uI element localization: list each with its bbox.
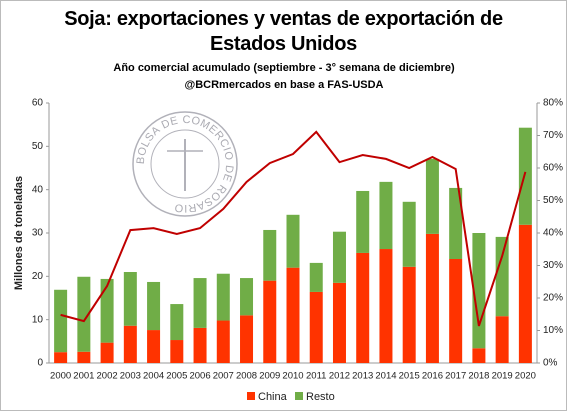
bar: [402, 201, 416, 267]
legend-swatch: [247, 392, 255, 400]
bar: [54, 289, 68, 353]
bar: [240, 315, 254, 363]
watermark-logo: BOLSA DE COMERCIO DE ROSARIO: [132, 111, 238, 217]
bar: [518, 224, 532, 363]
x-tick-label: 2001: [73, 371, 94, 382]
bar: [123, 272, 137, 326]
x-tick-label: 2005: [166, 371, 187, 382]
bar: [216, 273, 230, 321]
source: @BCRmercados en base a FAS-USDA: [184, 79, 383, 91]
x-tick-label: 2000: [50, 371, 71, 382]
x-tick-label: 2011: [306, 371, 326, 382]
bar: [170, 340, 184, 363]
x-tick-label: 2020: [515, 371, 536, 382]
y2-tick-label: 80%: [543, 98, 563, 109]
bar: [193, 278, 207, 328]
bar: [309, 291, 323, 363]
y2-tick-label: 20%: [543, 293, 563, 304]
bar: [123, 325, 137, 363]
bar: [263, 280, 277, 363]
y-tick-label: 60: [32, 98, 44, 109]
line: [60, 130, 527, 327]
bar: [309, 262, 323, 292]
y-tick-label: 30: [32, 228, 44, 239]
y-tick-label: 40: [32, 184, 44, 195]
y-tick-label: 0: [37, 358, 43, 369]
legend-label: Resto: [306, 391, 335, 403]
x-tick-label: 2006: [189, 371, 210, 382]
x-tick-label: 2004: [143, 371, 164, 382]
bar: [495, 236, 509, 317]
y2-tick-label: 0%: [543, 358, 558, 369]
bar: [495, 316, 509, 363]
bar: [100, 342, 114, 363]
bar: [263, 229, 277, 281]
chart-title: Soja: exportaciones y ventas de exportac…: [64, 8, 503, 55]
y2-tick-label: 10%: [543, 325, 563, 336]
y-tick-label: 20: [32, 271, 44, 282]
bar: [472, 233, 486, 349]
bar: [147, 330, 161, 363]
y-tick-label: 10: [32, 314, 44, 325]
bar: [425, 158, 439, 234]
bar: [449, 259, 463, 363]
y2-tick-label: 40%: [543, 228, 563, 239]
x-tick-label: 2002: [97, 371, 118, 382]
bar: [240, 278, 254, 316]
bar: [286, 267, 300, 363]
bar: [356, 190, 370, 253]
bar: [379, 181, 393, 250]
bar: [472, 348, 486, 363]
legend-label: China: [258, 391, 288, 403]
bar: [402, 266, 416, 363]
x-tick-label: 2010: [282, 371, 303, 382]
x-tick-label: 2003: [120, 371, 141, 382]
bar: [518, 127, 532, 225]
x-tick-label: 2008: [236, 371, 257, 382]
bar: [356, 252, 370, 363]
x-tick-label: 2015: [399, 371, 420, 382]
bar: [170, 304, 184, 341]
bar: [332, 282, 346, 363]
bar: [332, 231, 346, 283]
bar: [216, 320, 230, 363]
bar: [77, 276, 91, 352]
bar: [77, 351, 91, 363]
x-tick-label: 2016: [422, 371, 443, 382]
bar: [449, 187, 463, 259]
bar: [193, 327, 207, 363]
y2-tick-label: 30%: [543, 260, 563, 271]
bar: [100, 278, 114, 343]
bar: [54, 352, 68, 363]
x-tick-label: 2014: [375, 371, 396, 382]
x-tick-label: 2013: [352, 371, 373, 382]
legend-swatch: [295, 392, 303, 400]
x-tick-label: 2017: [445, 371, 466, 382]
y2-tick-label: 70%: [543, 130, 563, 141]
y2-tick-label: 50%: [543, 195, 563, 206]
y-tick-label: 50: [32, 141, 44, 152]
bar: [147, 281, 161, 331]
subtitle: Año comercial acumulado (septiembre - 3°…: [113, 62, 455, 74]
bar: [425, 233, 439, 363]
x-tick-label: 2007: [213, 371, 234, 382]
bar: [286, 214, 300, 268]
x-tick-label: 2018: [468, 371, 489, 382]
y-axis-label: Millones de toneladas: [13, 176, 25, 290]
x-tick-label: 2019: [492, 371, 513, 382]
bar: [379, 249, 393, 363]
y2-tick-label: 60%: [543, 163, 563, 174]
x-tick-label: 2009: [259, 371, 280, 382]
x-tick-label: 2012: [329, 371, 350, 382]
